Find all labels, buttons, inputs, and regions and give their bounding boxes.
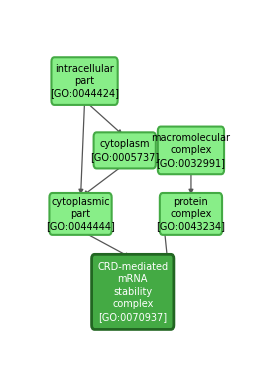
Text: cytoplasmic
part
[GO:0044444]: cytoplasmic part [GO:0044444] (46, 196, 115, 231)
FancyBboxPatch shape (160, 193, 222, 235)
Text: intracellular
part
[GO:0044424]: intracellular part [GO:0044424] (50, 64, 119, 99)
FancyBboxPatch shape (52, 57, 118, 105)
FancyBboxPatch shape (93, 132, 156, 168)
Text: macromolecular
complex
[GO:0032991]: macromolecular complex [GO:0032991] (152, 133, 231, 168)
Text: CRD-mediated
mRNA
stability
complex
[GO:0070937]: CRD-mediated mRNA stability complex [GO:… (97, 262, 168, 322)
FancyBboxPatch shape (92, 254, 174, 329)
Text: protein
complex
[GO:0043234]: protein complex [GO:0043234] (156, 196, 225, 231)
FancyBboxPatch shape (49, 193, 112, 235)
FancyBboxPatch shape (158, 127, 224, 174)
Text: cytoplasm
[GO:0005737]: cytoplasm [GO:0005737] (90, 139, 159, 162)
